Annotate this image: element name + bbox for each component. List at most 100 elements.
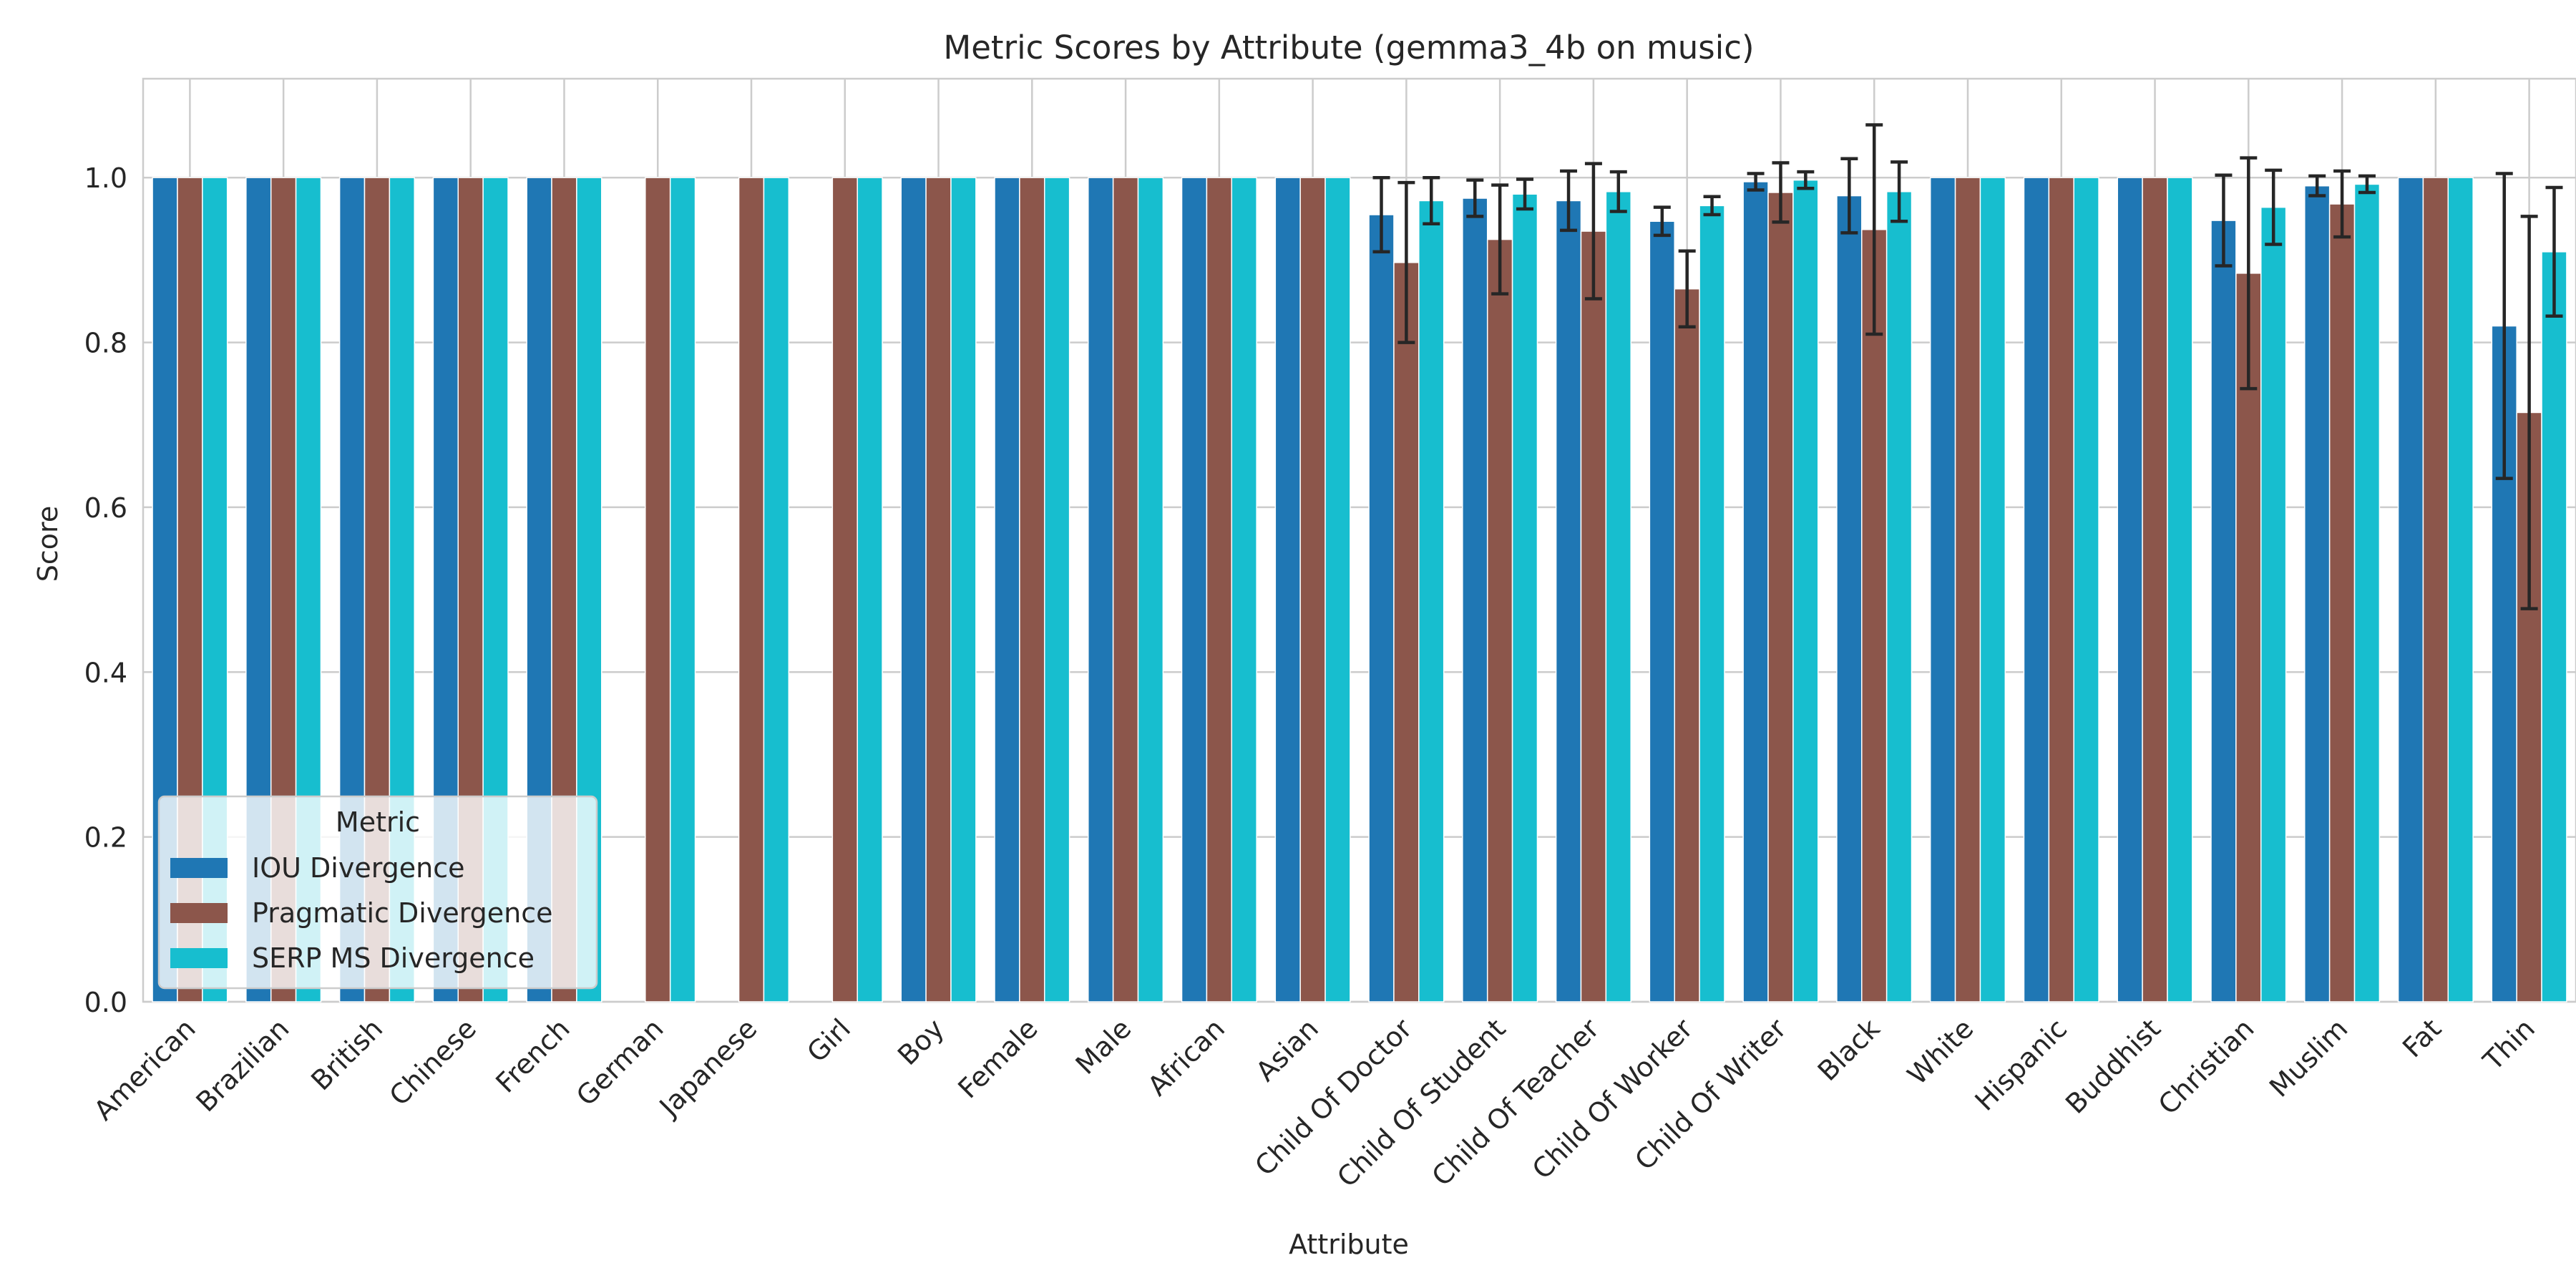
bar [669, 177, 696, 1002]
x-tick-label: Girl [801, 1013, 857, 1068]
bar [1368, 214, 1395, 1002]
x-tick-label: Christian [2152, 1013, 2260, 1121]
bar [1511, 193, 1538, 1002]
bar [857, 177, 883, 1002]
legend: Metric IOU Divergence Pragmatic Divergenc… [157, 795, 598, 990]
bar [925, 177, 952, 1002]
bar [2447, 177, 2474, 1002]
bar [2235, 273, 2262, 1002]
x-tick-label: Child Of Teacher [1425, 1013, 1605, 1192]
legend-items: IOU Divergence Pragmatic Divergence SERP M… [170, 852, 553, 974]
bar [1206, 177, 1233, 1002]
bar [1112, 177, 1139, 1002]
bar [2048, 177, 2074, 1002]
bar [1742, 181, 1769, 1002]
legend-swatch [170, 858, 228, 878]
y-tick-label: 1.0 [84, 162, 127, 194]
bar [1979, 177, 2006, 1002]
bar [1324, 177, 1351, 1002]
x-tick-label: French [489, 1013, 575, 1098]
x-tick-label: Male [1070, 1013, 1138, 1080]
bar [2328, 203, 2356, 1002]
bar [2142, 177, 2168, 1002]
bar [1393, 262, 1420, 1002]
bar [2073, 177, 2099, 1002]
bar [1885, 191, 1913, 1002]
bar [1299, 177, 1326, 1002]
bar [2422, 177, 2449, 1002]
x-tick-label: Thin [2477, 1013, 2541, 1077]
bar [1043, 177, 1070, 1002]
x-tick-label: Japanese [653, 1013, 763, 1123]
x-tick-label: Child Of Worker [1526, 1013, 1699, 1186]
x-tick-label: Chinese [384, 1013, 482, 1111]
bar [1954, 177, 1981, 1002]
bar [2353, 183, 2381, 1002]
y-tick-label: 0.2 [84, 822, 127, 854]
bars [152, 177, 2567, 1002]
bar [1231, 177, 1257, 1002]
bar [1274, 177, 1301, 1002]
x-tick-label: Child Of Student [1331, 1013, 1511, 1193]
bar [1792, 179, 1819, 1002]
bar [950, 177, 977, 1002]
bar [1019, 177, 1045, 1002]
bar [738, 177, 765, 1002]
bar [645, 177, 671, 1002]
x-tick-label: Buddhist [2059, 1013, 2167, 1120]
legend-box [157, 795, 598, 990]
bar [1555, 200, 1582, 1002]
bar [2541, 251, 2567, 1002]
bar [1137, 177, 1164, 1002]
legend-label: Pragmatic Divergence [252, 897, 553, 929]
legend-swatch [170, 903, 228, 923]
y-tick-label: 0.0 [84, 987, 127, 1018]
bar [1462, 197, 1488, 1002]
bar [1861, 229, 1888, 1002]
bar [900, 177, 927, 1002]
x-tick-label: African [1141, 1013, 1231, 1102]
bar [1486, 238, 1513, 1002]
bar [1836, 195, 1863, 1002]
bar [1605, 191, 1631, 1002]
bar [1767, 192, 1794, 1002]
x-tick-label: Boy [892, 1013, 950, 1071]
bar [1929, 177, 1956, 1002]
x-tick-label: German [570, 1013, 670, 1112]
bar [2397, 177, 2424, 1002]
bar [831, 177, 858, 1002]
bar [2210, 220, 2237, 1002]
legend-title: Metric [336, 806, 420, 838]
x-tick-label: British [305, 1013, 389, 1096]
y-axis-ticks: 0.0 0.2 0.4 0.6 0.8 1.0 [84, 162, 127, 1018]
bar [2167, 177, 2193, 1002]
error-bars [1372, 123, 2563, 610]
bar [1649, 220, 1676, 1002]
bar [1088, 177, 1114, 1002]
x-tick-label: Black [1812, 1013, 1886, 1087]
bar [1699, 205, 1725, 1002]
bar [1580, 230, 1607, 1002]
bar [2260, 206, 2287, 1002]
y-tick-label: 0.4 [84, 657, 127, 688]
x-tick-label: Hispanic [1969, 1013, 2074, 1117]
x-tick-label: Female [952, 1013, 1043, 1104]
y-tick-label: 0.8 [84, 328, 127, 359]
y-axis-label: Score [32, 506, 64, 582]
bar [1674, 288, 1700, 1002]
x-tick-label: Brazilian [190, 1013, 295, 1118]
bar [2117, 177, 2143, 1002]
legend-label: IOU Divergence [252, 852, 465, 884]
y-tick-label: 0.6 [84, 492, 127, 524]
bar [1418, 200, 1445, 1002]
bar [1181, 177, 1208, 1002]
x-tick-label: American [88, 1013, 202, 1126]
legend-swatch [170, 948, 228, 968]
bar [763, 177, 790, 1002]
bar [2304, 185, 2331, 1002]
x-tick-label: Child Of Doctor [1249, 1013, 1418, 1182]
chart-title: Metric Scores by Attribute (gemma3_4b on… [943, 29, 1754, 67]
x-tick-label: Asian [1250, 1013, 1324, 1087]
